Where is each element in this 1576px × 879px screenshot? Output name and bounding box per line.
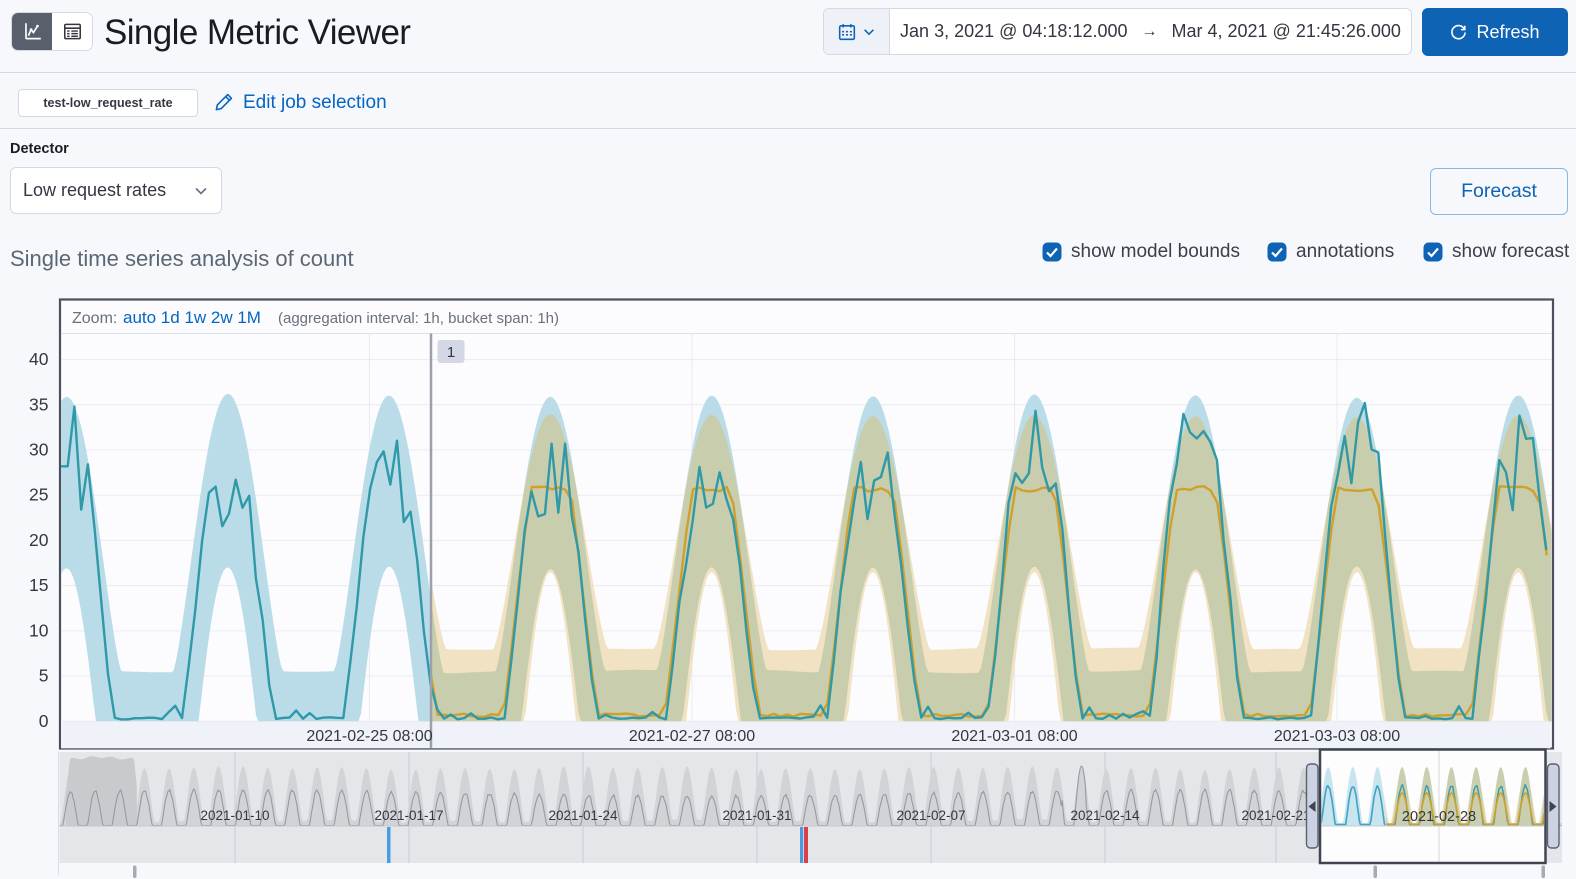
svg-text:2021-02-28: 2021-02-28	[1402, 809, 1476, 825]
svg-text:15: 15	[29, 575, 48, 595]
svg-text:10: 10	[29, 620, 49, 640]
svg-text:25: 25	[29, 485, 48, 505]
svg-text:2021-03-01 08:00: 2021-03-01 08:00	[951, 728, 1077, 745]
svg-text:2021-01-24: 2021-01-24	[548, 808, 618, 823]
svg-text:2021-03-03 08:00: 2021-03-03 08:00	[1274, 728, 1400, 745]
svg-text:5: 5	[39, 666, 49, 686]
svg-text:auto 1d 1w 2w 1M: auto 1d 1w 2w 1M	[123, 308, 261, 327]
svg-text:2021-02-21: 2021-02-21	[1241, 808, 1310, 823]
svg-text:40: 40	[29, 349, 49, 369]
svg-text:20: 20	[29, 530, 49, 550]
svg-text:30: 30	[29, 440, 49, 460]
svg-text:35: 35	[29, 394, 48, 414]
svg-text:2021-02-14: 2021-02-14	[1070, 808, 1140, 823]
svg-text:(aggregation interval: 1h, buc: (aggregation interval: 1h, bucket span: …	[278, 310, 559, 327]
svg-text:Zoom:: Zoom:	[72, 310, 117, 327]
svg-text:0: 0	[39, 711, 49, 731]
svg-text:2021-02-25 08:00: 2021-02-25 08:00	[306, 728, 432, 745]
svg-text:2021-02-07: 2021-02-07	[896, 808, 965, 823]
svg-text:2021-01-31: 2021-01-31	[722, 808, 791, 823]
svg-text:2021-01-10: 2021-01-10	[200, 808, 269, 823]
svg-text:1: 1	[447, 344, 455, 361]
svg-text:2021-02-27 08:00: 2021-02-27 08:00	[629, 728, 755, 745]
svg-text:2021-01-17: 2021-01-17	[374, 808, 443, 823]
